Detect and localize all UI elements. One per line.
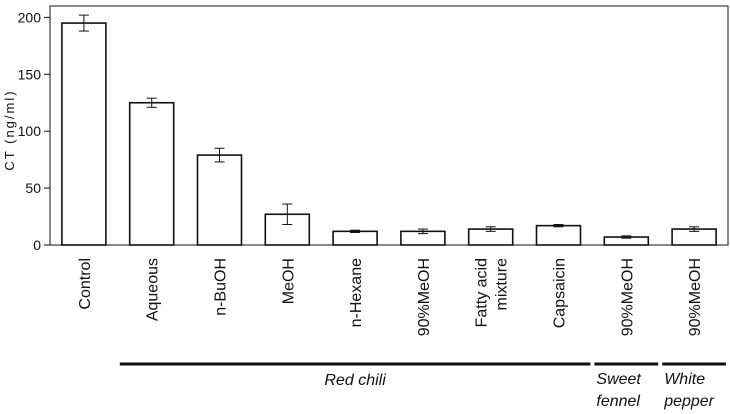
bar <box>61 22 107 246</box>
group-label-line: White <box>664 371 705 388</box>
group-label-line: Sweet <box>596 371 641 388</box>
category-label-line: n-BuOH <box>213 258 230 316</box>
bar <box>196 154 243 246</box>
category-label: Control <box>77 258 94 310</box>
group-label: Red chili <box>324 372 386 389</box>
y-axis: 0 50 100 150 200 <box>18 9 50 253</box>
group-label: White pepper <box>663 371 714 410</box>
category-label: 90%MeOH <box>619 258 636 336</box>
category-label-line: Capsaicin <box>552 258 569 328</box>
group-brackets: Red chili Sweet fennel White pepper <box>119 362 726 410</box>
bar <box>535 224 582 246</box>
category-label-line: 90%MeOH <box>619 258 636 336</box>
category-label: n-BuOH <box>213 258 230 316</box>
error-bars <box>78 14 700 239</box>
group-label: Sweet fennel <box>596 371 641 410</box>
y-axis-title: CT (ng/ml) <box>2 89 17 170</box>
category-label: Fatty acid mixture <box>474 258 511 327</box>
category-label: Aqueous <box>145 258 162 321</box>
category-label-line: Aqueous <box>145 258 162 321</box>
category-label-line: MeOH <box>280 258 297 304</box>
bar <box>332 230 378 246</box>
category-label: n-Hexane <box>348 258 365 327</box>
group-label-line: pepper <box>663 393 714 410</box>
category-label-line: Control <box>77 258 94 310</box>
plot-frame <box>49 5 729 246</box>
category-label-line: 90%MeOH <box>687 258 704 336</box>
category-label: 90%MeOH <box>416 258 433 336</box>
category-label-line: 90%MeOH <box>416 258 433 336</box>
group-label-line: fennel <box>596 393 640 410</box>
plot-border <box>49 5 729 246</box>
y-tick-label: 100 <box>18 123 42 139</box>
x-axis-labels: Control Aqueous n-BuOH MeOH n-Hexane 90%MeOH F… <box>77 258 704 336</box>
bars <box>61 22 717 246</box>
y-tick-label: 150 <box>18 66 42 82</box>
y-tick-label: 50 <box>25 180 41 196</box>
category-label: 90%MeOH <box>687 258 704 336</box>
y-tick-label: 200 <box>18 9 42 25</box>
bar <box>128 101 175 246</box>
y-tick-label: 0 <box>33 237 41 253</box>
category-label-line: Fatty acid <box>474 258 491 327</box>
category-label: MeOH <box>280 258 297 304</box>
category-label: Capsaicin <box>552 258 569 328</box>
category-label-line: mixture <box>494 258 511 311</box>
category-label-line: n-Hexane <box>348 258 365 327</box>
